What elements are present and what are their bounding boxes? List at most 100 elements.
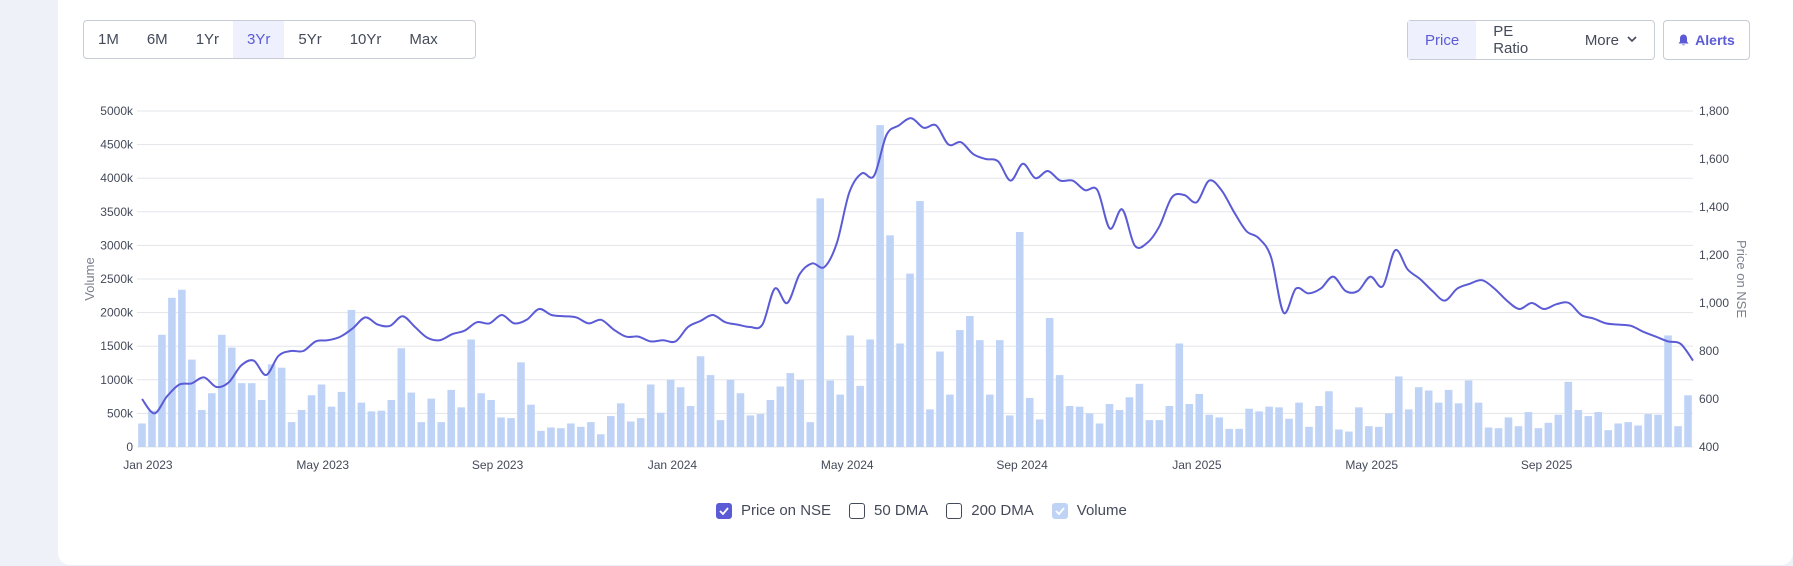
range-3yr-button[interactable]: 3Yr bbox=[233, 21, 285, 58]
volume-bar bbox=[257, 399, 266, 447]
volume-bar bbox=[1404, 409, 1413, 447]
volume-bar bbox=[786, 373, 795, 447]
volume-bar bbox=[1245, 408, 1253, 447]
range-1m-button[interactable]: 1M bbox=[98, 31, 119, 48]
volume-bar bbox=[756, 414, 765, 447]
range-max-button[interactable]: Max bbox=[409, 31, 438, 48]
alerts-button[interactable]: Alerts bbox=[1663, 20, 1750, 60]
y2-axis-title: Price on NSE bbox=[1734, 240, 1749, 318]
volume-bar bbox=[407, 392, 416, 447]
volume-bar bbox=[1634, 425, 1642, 447]
volume-bar bbox=[886, 235, 894, 447]
volume-bar bbox=[1125, 397, 1134, 447]
x-tick-label: Jan 2023 bbox=[123, 458, 173, 472]
volume-bar bbox=[1095, 423, 1104, 447]
price-tab[interactable]: Price bbox=[1408, 21, 1477, 59]
range-6m-button[interactable]: 6M bbox=[146, 31, 168, 48]
volume-bar bbox=[1594, 412, 1603, 447]
volume-bar bbox=[527, 404, 535, 447]
metric-selector: Price PE Ratio More bbox=[1407, 20, 1655, 60]
volume-bar bbox=[577, 426, 585, 447]
volume-bar bbox=[188, 359, 196, 447]
y-tick-label: 1500k bbox=[100, 339, 134, 353]
legend-price[interactable]: Price on NSE bbox=[716, 502, 831, 519]
volume-bar bbox=[1654, 414, 1662, 447]
volume-bar bbox=[138, 423, 146, 447]
volume-bar bbox=[1275, 407, 1283, 447]
legend-200dma[interactable]: 200 DMA bbox=[946, 502, 1034, 519]
y-tick-label: 1000k bbox=[100, 373, 134, 387]
legend-200dma-label: 200 DMA bbox=[971, 502, 1034, 519]
volume-bar bbox=[646, 384, 655, 447]
volume-bar bbox=[896, 343, 904, 447]
volume-bar bbox=[497, 417, 505, 447]
volume-bar bbox=[1255, 411, 1263, 447]
x-tick-label: Sep 2025 bbox=[1521, 458, 1573, 472]
range-1yr-button[interactable]: 1Yr bbox=[195, 31, 220, 48]
volume-bar bbox=[1165, 406, 1174, 447]
volume-bar bbox=[1215, 417, 1224, 447]
volume-bar bbox=[227, 347, 236, 447]
volume-bar bbox=[1394, 376, 1403, 447]
volume-bar bbox=[1365, 426, 1373, 447]
volume-bar bbox=[367, 411, 376, 447]
volume-bar bbox=[1414, 387, 1423, 447]
volume-bar bbox=[1434, 402, 1443, 447]
volume-bar bbox=[826, 380, 835, 447]
volume-bar bbox=[317, 384, 326, 447]
volume-bar bbox=[357, 402, 366, 447]
volume-bar bbox=[1584, 416, 1593, 447]
volume-bar bbox=[1155, 420, 1164, 447]
y2-tick-label: 1,200 bbox=[1699, 248, 1729, 262]
pe-ratio-tab[interactable]: PE Ratio bbox=[1493, 23, 1529, 57]
volume-bar bbox=[856, 385, 864, 447]
volume-bar bbox=[1145, 420, 1154, 447]
y2-tick-label: 1,800 bbox=[1699, 104, 1729, 118]
volume-bar bbox=[1444, 389, 1453, 447]
volume-bar bbox=[666, 379, 675, 447]
checkbox-checked-icon bbox=[716, 502, 732, 519]
legend-volume[interactable]: Volume bbox=[1051, 502, 1127, 519]
volume-bar bbox=[1135, 383, 1144, 447]
volume-bar bbox=[467, 339, 475, 447]
volume-bar bbox=[1504, 417, 1513, 447]
legend-50dma[interactable]: 50 DMA bbox=[849, 502, 928, 519]
volume-bar bbox=[1554, 414, 1563, 447]
volume-bar bbox=[1005, 415, 1014, 447]
volume-bar bbox=[1624, 422, 1632, 447]
volume-bar bbox=[178, 289, 186, 447]
volume-bar bbox=[836, 394, 844, 447]
volume-bar bbox=[148, 410, 156, 447]
volume-bar bbox=[1205, 414, 1214, 447]
volume-bar bbox=[1474, 402, 1483, 447]
range-5yr-button[interactable]: 5Yr bbox=[298, 31, 322, 48]
bell-icon bbox=[1678, 34, 1689, 46]
volume-bar bbox=[796, 379, 805, 447]
volume-bar bbox=[1195, 393, 1204, 447]
volume-bar bbox=[1035, 419, 1044, 447]
volume-bar bbox=[1065, 406, 1074, 447]
volume-bar bbox=[616, 403, 625, 447]
volume-bar bbox=[1025, 397, 1034, 447]
volume-bar bbox=[537, 430, 545, 447]
y-tick-label: 0 bbox=[126, 440, 133, 454]
volume-bar bbox=[926, 409, 934, 447]
volume-bar bbox=[1115, 410, 1124, 447]
y2-tick-label: 600 bbox=[1699, 392, 1719, 406]
x-tick-label: May 2024 bbox=[821, 458, 874, 472]
volume-bar bbox=[1315, 406, 1323, 447]
volume-bar bbox=[1235, 428, 1243, 447]
volume-bar bbox=[1464, 380, 1473, 447]
volume-bar bbox=[1384, 413, 1393, 447]
chart-legend: Price on NSE 50 DMA 200 DMA Volume bbox=[716, 502, 1145, 519]
more-dropdown[interactable]: More bbox=[1568, 21, 1654, 59]
volume-bar bbox=[547, 427, 555, 447]
volume-bar bbox=[237, 383, 246, 447]
volume-bar bbox=[1325, 391, 1333, 447]
checkbox-icon bbox=[946, 502, 963, 519]
legend-price-label: Price on NSE bbox=[741, 502, 832, 519]
range-10yr-button[interactable]: 10Yr bbox=[349, 31, 382, 48]
volume-bar bbox=[1375, 426, 1383, 447]
volume-bar bbox=[1045, 317, 1054, 447]
